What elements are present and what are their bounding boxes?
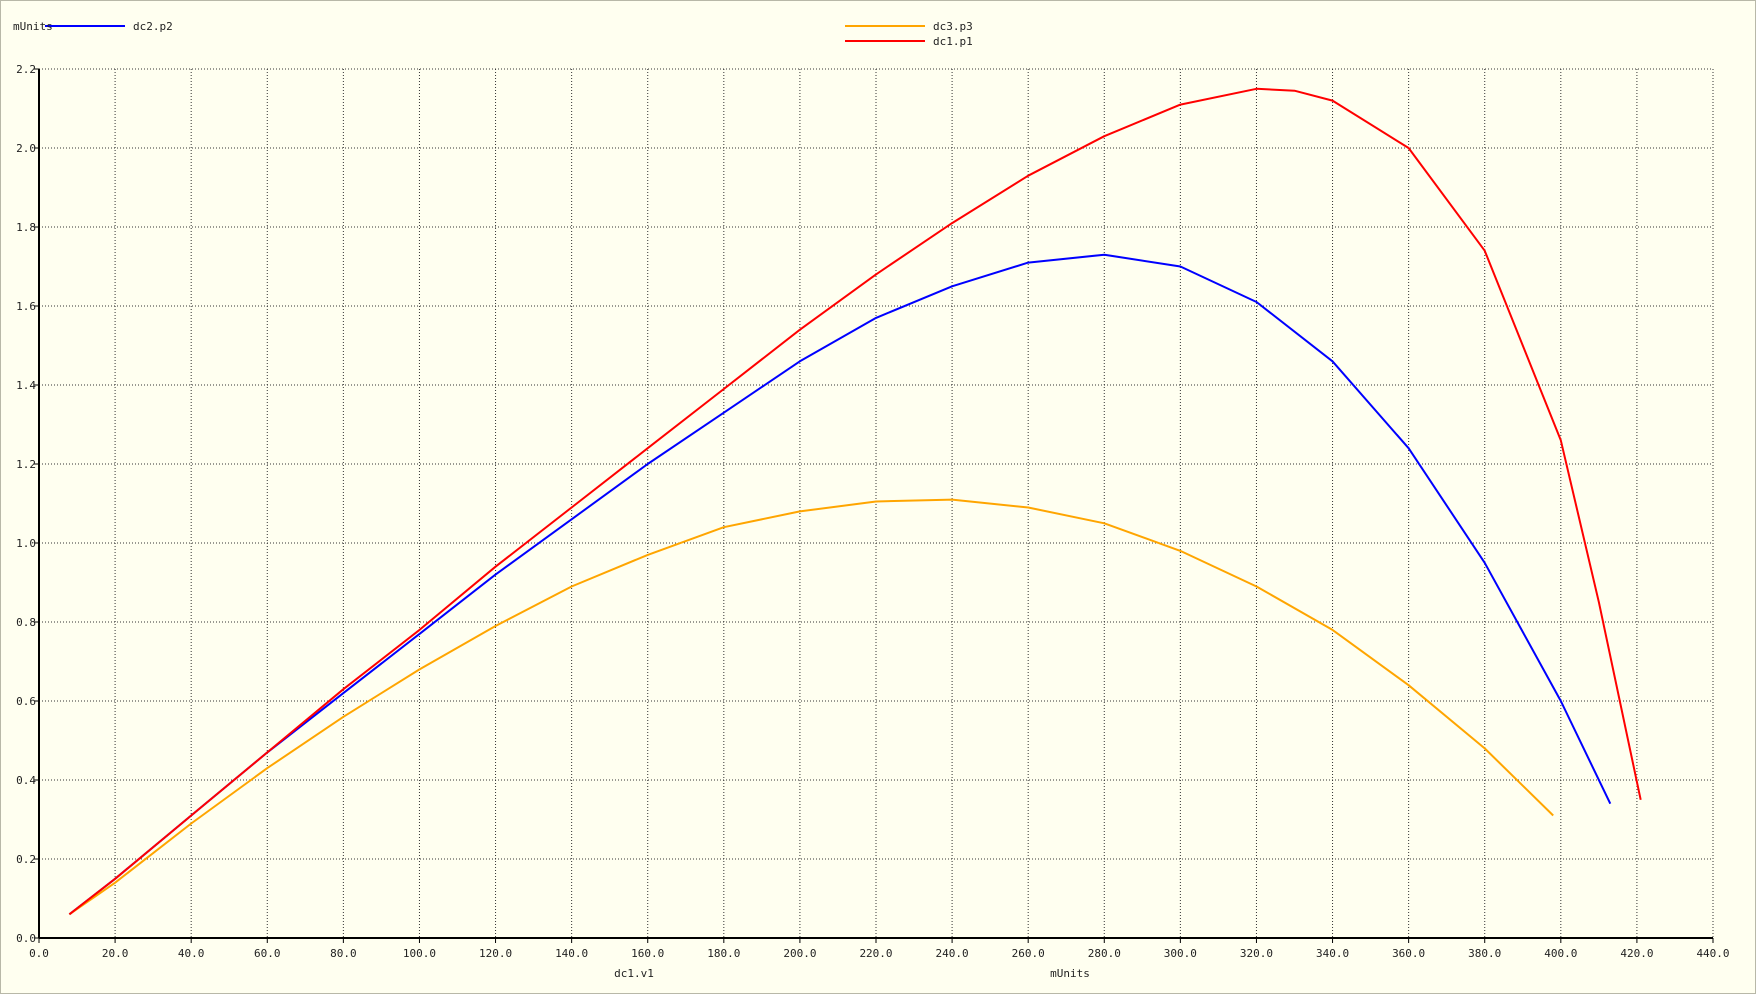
legend: dc2.p2 dc3.p3 dc1.p1 xyxy=(45,20,973,48)
series-line-dc1-p1 xyxy=(68,87,1642,916)
x-tick-label: 40.0 xyxy=(178,947,205,960)
series-lines xyxy=(68,87,1642,916)
x-tick-label: 340.0 xyxy=(1316,947,1349,960)
x-tick-label: 20.0 xyxy=(102,947,129,960)
x-tick-label: 260.0 xyxy=(1012,947,1045,960)
x-tick-labels: 0.0 20.0 40.0 60.0 80.0 100.0 120.0 140.0 160.0 1… xyxy=(29,947,1730,960)
x-unit-label: mUnits xyxy=(1050,967,1090,980)
axes xyxy=(34,68,1714,943)
x-tick-label: 220.0 xyxy=(859,947,892,960)
y-tick-label: 0.4 xyxy=(16,774,36,787)
x-tick-label: 240.0 xyxy=(936,947,969,960)
legend-label: dc2.p2 xyxy=(133,20,173,33)
x-tick-label: 100.0 xyxy=(403,947,436,960)
x-tick-label: 140.0 xyxy=(555,947,588,960)
x-tick-label: 60.0 xyxy=(254,947,281,960)
x-axis-label: dc1.v1 xyxy=(614,967,654,980)
y-tick-label: 1.6 xyxy=(16,300,36,313)
legend-label: dc1.p1 xyxy=(933,35,973,48)
y-tick-label: 2.0 xyxy=(16,142,36,155)
x-tick-label: 120.0 xyxy=(479,947,512,960)
x-tick-label: 280.0 xyxy=(1088,947,1121,960)
x-tick-label: 380.0 xyxy=(1468,947,1501,960)
y-tick-label: 0.0 xyxy=(16,932,36,945)
grid xyxy=(39,68,1714,938)
series-line-dc2-p2 xyxy=(68,253,1612,916)
legend-label: dc3.p3 xyxy=(933,20,973,33)
x-tick-label: 360.0 xyxy=(1392,947,1425,960)
x-tick-label: 160.0 xyxy=(631,947,664,960)
x-tick-label: 180.0 xyxy=(707,947,740,960)
y-unit-label: mUnits xyxy=(13,20,53,33)
x-tick-label: 200.0 xyxy=(783,947,816,960)
y-tick-label: 1.4 xyxy=(16,379,36,392)
x-tick-label: 400.0 xyxy=(1544,947,1577,960)
y-tick-label: 0.8 xyxy=(16,616,36,629)
y-tick-label: 2.2 xyxy=(16,63,36,76)
y-tick-label: 1.8 xyxy=(16,221,36,234)
x-tick-label: 320.0 xyxy=(1240,947,1273,960)
series-line-dc3-p3 xyxy=(68,498,1554,916)
x-tick-label: 0.0 xyxy=(29,947,49,960)
y-tick-labels: 0.0 0.2 0.4 0.6 0.8 1.0 1.2 1.4 1.6 1.8 2.0 2.2 xyxy=(16,63,36,945)
y-tick-label: 0.6 xyxy=(16,695,36,708)
y-tick-label: 0.2 xyxy=(16,853,36,866)
y-tick-label: 1.2 xyxy=(16,458,36,471)
x-tick-label: 80.0 xyxy=(330,947,357,960)
x-tick-label: 420.0 xyxy=(1620,947,1653,960)
x-tick-label: 440.0 xyxy=(1696,947,1729,960)
x-tick-label: 300.0 xyxy=(1164,947,1197,960)
y-tick-label: 1.0 xyxy=(16,537,36,550)
